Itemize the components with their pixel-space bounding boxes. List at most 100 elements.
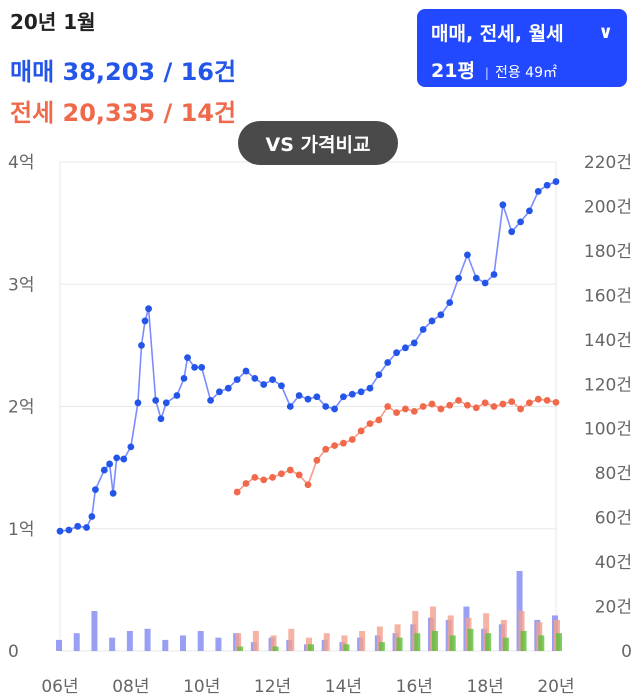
sale-price-point <box>216 388 223 396</box>
sale-volume-bar <box>126 630 133 651</box>
rent-volume-bar <box>412 610 419 651</box>
monthly-volume-bar <box>556 633 562 651</box>
rent-price-point <box>481 399 489 407</box>
monthly-volume-bar <box>449 635 456 651</box>
sale-price-point <box>517 218 524 226</box>
monthly-volume-bar <box>272 646 279 651</box>
x-tick-label: 20년 <box>537 677 574 697</box>
y-right-tick-label: 140건 <box>584 331 632 351</box>
rent-volume-bar <box>447 615 454 651</box>
rent-price-point <box>410 407 418 415</box>
rent-price-point <box>464 401 471 409</box>
y-right-tick-label: 80건 <box>595 464 632 484</box>
sale-price-point <box>145 305 152 313</box>
sale-price-point <box>375 371 383 379</box>
rent-price-point <box>384 403 392 410</box>
sale-price-point <box>184 354 191 361</box>
sale-volume-bar <box>109 637 116 651</box>
y-right-tick-label: 160건 <box>584 286 632 306</box>
sale-price-point <box>65 526 73 534</box>
rent-price-point <box>455 396 462 404</box>
monthly-volume-bar <box>485 633 492 651</box>
sale-price-point <box>472 274 480 282</box>
y-right-tick-label: 200건 <box>584 197 632 217</box>
sale-price-point <box>304 395 312 403</box>
rent-price-point <box>375 416 383 424</box>
sale-volume-bar <box>91 610 98 651</box>
rent-price-point <box>348 436 356 443</box>
sale-price-point <box>224 384 232 392</box>
y-right-tick-label: 40건 <box>595 553 632 573</box>
sale-price-point <box>499 201 507 209</box>
rent-volume-bar <box>288 628 295 651</box>
filter-dropdown-button[interactable]: 매매, 전세, 월세 ∨ 21평 | 전용 49㎡ <box>417 9 627 87</box>
sale-price-point <box>260 381 268 388</box>
sale-price-point <box>120 455 128 463</box>
rent-price-point <box>322 445 330 453</box>
sale-price-point <box>113 454 121 462</box>
rent-price-point <box>428 400 436 408</box>
x-tick-label: 12년 <box>254 677 291 697</box>
sale-price-point <box>286 403 294 410</box>
rent-price-point <box>472 404 480 412</box>
rent-price-point <box>233 488 241 496</box>
divider: | <box>484 66 489 80</box>
sale-price-point <box>357 388 365 396</box>
sale-price-point <box>464 251 471 259</box>
sale-price-point <box>152 396 160 404</box>
sale-price-point <box>526 207 533 215</box>
sale-price-point <box>410 339 418 347</box>
rent-volume-bar <box>430 606 436 651</box>
rent-price-point <box>242 480 250 487</box>
y-right-tick-label: 100건 <box>584 420 632 440</box>
rent-volume-bar <box>359 630 366 651</box>
rent-price-point <box>393 409 400 417</box>
y-right-tick-label: 60건 <box>595 509 632 529</box>
sale-price-point <box>446 299 454 306</box>
sale-price-point <box>162 399 170 407</box>
sale-price-point <box>56 527 64 535</box>
rent-price-point <box>552 399 560 406</box>
sale-price-point <box>419 326 427 333</box>
rent-price-point <box>340 439 347 447</box>
sale-price-point <box>348 390 356 398</box>
sale-volume-bar <box>73 633 80 651</box>
sale-volume-bar <box>180 635 186 651</box>
chevron-down-icon: ∨ <box>598 22 613 43</box>
sale-price-point <box>134 399 142 407</box>
sale-volume-bar <box>215 637 222 651</box>
period-label: 20년 1월 <box>10 10 96 34</box>
sale-volume-bar <box>56 639 62 651</box>
y-right-tick-label: 20건 <box>595 598 632 618</box>
x-tick-label: 18년 <box>467 677 504 697</box>
monthly-volume-bar <box>308 644 314 651</box>
sale-price-point <box>455 274 462 282</box>
rent-price-point <box>402 405 409 413</box>
y-left-tick-label: 2억 <box>8 398 34 418</box>
rent-price-point <box>286 466 294 474</box>
monthly-volume-bar <box>538 635 545 651</box>
sale-price-point <box>340 393 347 401</box>
rent-price-point <box>269 474 276 481</box>
rent-volume-bar <box>323 633 330 651</box>
sale-volume-bar <box>144 628 151 651</box>
compare-button[interactable]: VS 가격비교 <box>238 121 398 165</box>
sale-price-point <box>106 460 113 468</box>
sale-price-point <box>198 363 206 371</box>
sale-price-point <box>141 317 149 325</box>
sale-price-point <box>543 181 551 189</box>
sale-price-point <box>366 384 374 392</box>
rent-volume-bar <box>500 619 507 651</box>
y-right-tick-label: 180건 <box>584 242 632 262</box>
rent-price-point <box>260 476 268 484</box>
sale-price-point <box>322 403 330 410</box>
monthly-volume-bar <box>502 637 509 651</box>
sale-price-point <box>92 486 99 494</box>
sale-price-point <box>278 382 285 390</box>
sale-price-point <box>393 349 400 357</box>
pyeong-label: 21평 <box>431 60 475 82</box>
x-tick-label: 16년 <box>396 677 433 697</box>
sale-price-point <box>481 279 489 287</box>
rent-volume-bar <box>376 626 383 651</box>
